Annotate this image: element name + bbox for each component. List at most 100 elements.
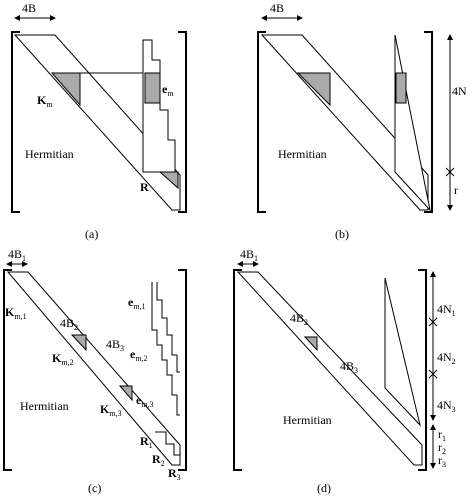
label-text: 4B bbox=[240, 247, 254, 261]
label: em,1 bbox=[128, 295, 146, 311]
label-subscript: 2 bbox=[442, 447, 446, 456]
label-text: 4B bbox=[60, 316, 74, 330]
block bbox=[50, 72, 81, 107]
label: r2 bbox=[438, 440, 446, 456]
caption: (d) bbox=[317, 481, 331, 495]
label: R2 bbox=[152, 452, 165, 468]
bracket bbox=[3, 269, 12, 471]
bracket bbox=[418, 269, 427, 471]
label-subscript: 3 bbox=[120, 344, 124, 353]
label-text: r bbox=[454, 183, 458, 197]
divider bbox=[428, 317, 438, 379]
label-subscript: m,3 bbox=[141, 400, 153, 409]
label: r bbox=[454, 183, 458, 197]
column bbox=[142, 39, 176, 173]
block bbox=[296, 72, 331, 107]
label: 4B2 bbox=[290, 311, 308, 327]
label-text: 4N bbox=[437, 398, 452, 412]
label-text: e bbox=[130, 347, 136, 361]
label-subscript: m bbox=[46, 100, 53, 109]
label: 4N3 bbox=[437, 398, 456, 414]
band bbox=[6, 271, 181, 466]
label-text: K bbox=[5, 305, 15, 319]
block bbox=[70, 334, 87, 352]
bracket bbox=[178, 269, 187, 471]
label-text: R bbox=[140, 434, 149, 448]
label: em,3 bbox=[136, 393, 154, 409]
label-text: e bbox=[136, 393, 142, 407]
label: r3 bbox=[438, 453, 446, 469]
band bbox=[236, 271, 423, 466]
block bbox=[395, 72, 407, 104]
label-text: Hermitian bbox=[283, 413, 332, 427]
label-text: 4B bbox=[22, 1, 36, 15]
label: 4B3 bbox=[106, 337, 124, 353]
label-subscript: 2 bbox=[304, 318, 308, 327]
label: R bbox=[140, 180, 149, 194]
label: 4B bbox=[270, 1, 284, 15]
label-text: K bbox=[52, 351, 62, 365]
label-subscript: 1 bbox=[22, 254, 26, 263]
bracket bbox=[11, 31, 20, 213]
label: Km,3 bbox=[100, 402, 122, 418]
label-text: Hermitian bbox=[278, 147, 327, 161]
label: Hermitian bbox=[20, 399, 69, 413]
staircase bbox=[151, 282, 180, 416]
label: Km,2 bbox=[52, 351, 74, 367]
label: 4B1 bbox=[240, 247, 258, 263]
label: Hermitian bbox=[278, 147, 327, 161]
label-text: R bbox=[140, 180, 149, 194]
label-text: K bbox=[100, 402, 110, 416]
label-subscript: 2 bbox=[74, 323, 78, 332]
block bbox=[303, 336, 318, 352]
label: Km,1 bbox=[5, 305, 27, 321]
panel-c bbox=[3, 261, 187, 471]
label-text: 4N bbox=[452, 84, 467, 98]
label: Km bbox=[37, 93, 53, 109]
bracket bbox=[233, 269, 242, 471]
band bbox=[13, 34, 181, 211]
label: R1 bbox=[140, 434, 153, 450]
caption: (c) bbox=[88, 481, 101, 495]
label: Hermitian bbox=[283, 413, 332, 427]
label: r1 bbox=[438, 427, 446, 443]
label-text: 4B bbox=[8, 247, 22, 261]
label: 4N bbox=[452, 84, 467, 98]
label-text: Hermitian bbox=[25, 147, 74, 161]
label-subscript: 1 bbox=[149, 441, 153, 450]
label-text: r bbox=[438, 440, 442, 454]
label-text: e bbox=[162, 82, 168, 96]
label: 4B1 bbox=[8, 247, 26, 263]
block bbox=[158, 171, 179, 190]
label-subscript: m,2 bbox=[135, 354, 147, 363]
label-subscript: m,3 bbox=[109, 409, 121, 418]
triangle bbox=[384, 277, 421, 427]
label-text: r bbox=[438, 453, 442, 467]
divider bbox=[445, 167, 455, 177]
label-subscript: 1 bbox=[254, 254, 258, 263]
bracket bbox=[257, 31, 266, 213]
label-text: r bbox=[438, 427, 442, 441]
label-subscript: 2 bbox=[161, 459, 165, 468]
label: em bbox=[162, 82, 174, 98]
label-subscript: 3 bbox=[452, 405, 456, 414]
label-text: e bbox=[128, 295, 134, 309]
label: em,2 bbox=[130, 347, 148, 363]
label-subscript: 3 bbox=[354, 366, 358, 375]
label-subscript: m,1 bbox=[14, 312, 26, 321]
block bbox=[144, 72, 161, 104]
label-text: Hermitian bbox=[20, 399, 69, 413]
label: 4B3 bbox=[340, 359, 358, 375]
label: 4N2 bbox=[437, 350, 456, 366]
label: 4N1 bbox=[437, 302, 456, 318]
label-text: K bbox=[37, 93, 47, 107]
block bbox=[118, 385, 133, 402]
label-text: 4B bbox=[290, 311, 304, 325]
label-subscript: 1 bbox=[452, 309, 456, 318]
label-subscript: m,2 bbox=[61, 358, 73, 367]
label-subscript: 3 bbox=[177, 473, 181, 482]
label-subscript: m,1 bbox=[133, 302, 145, 311]
label-subscript: 1 bbox=[442, 434, 446, 443]
